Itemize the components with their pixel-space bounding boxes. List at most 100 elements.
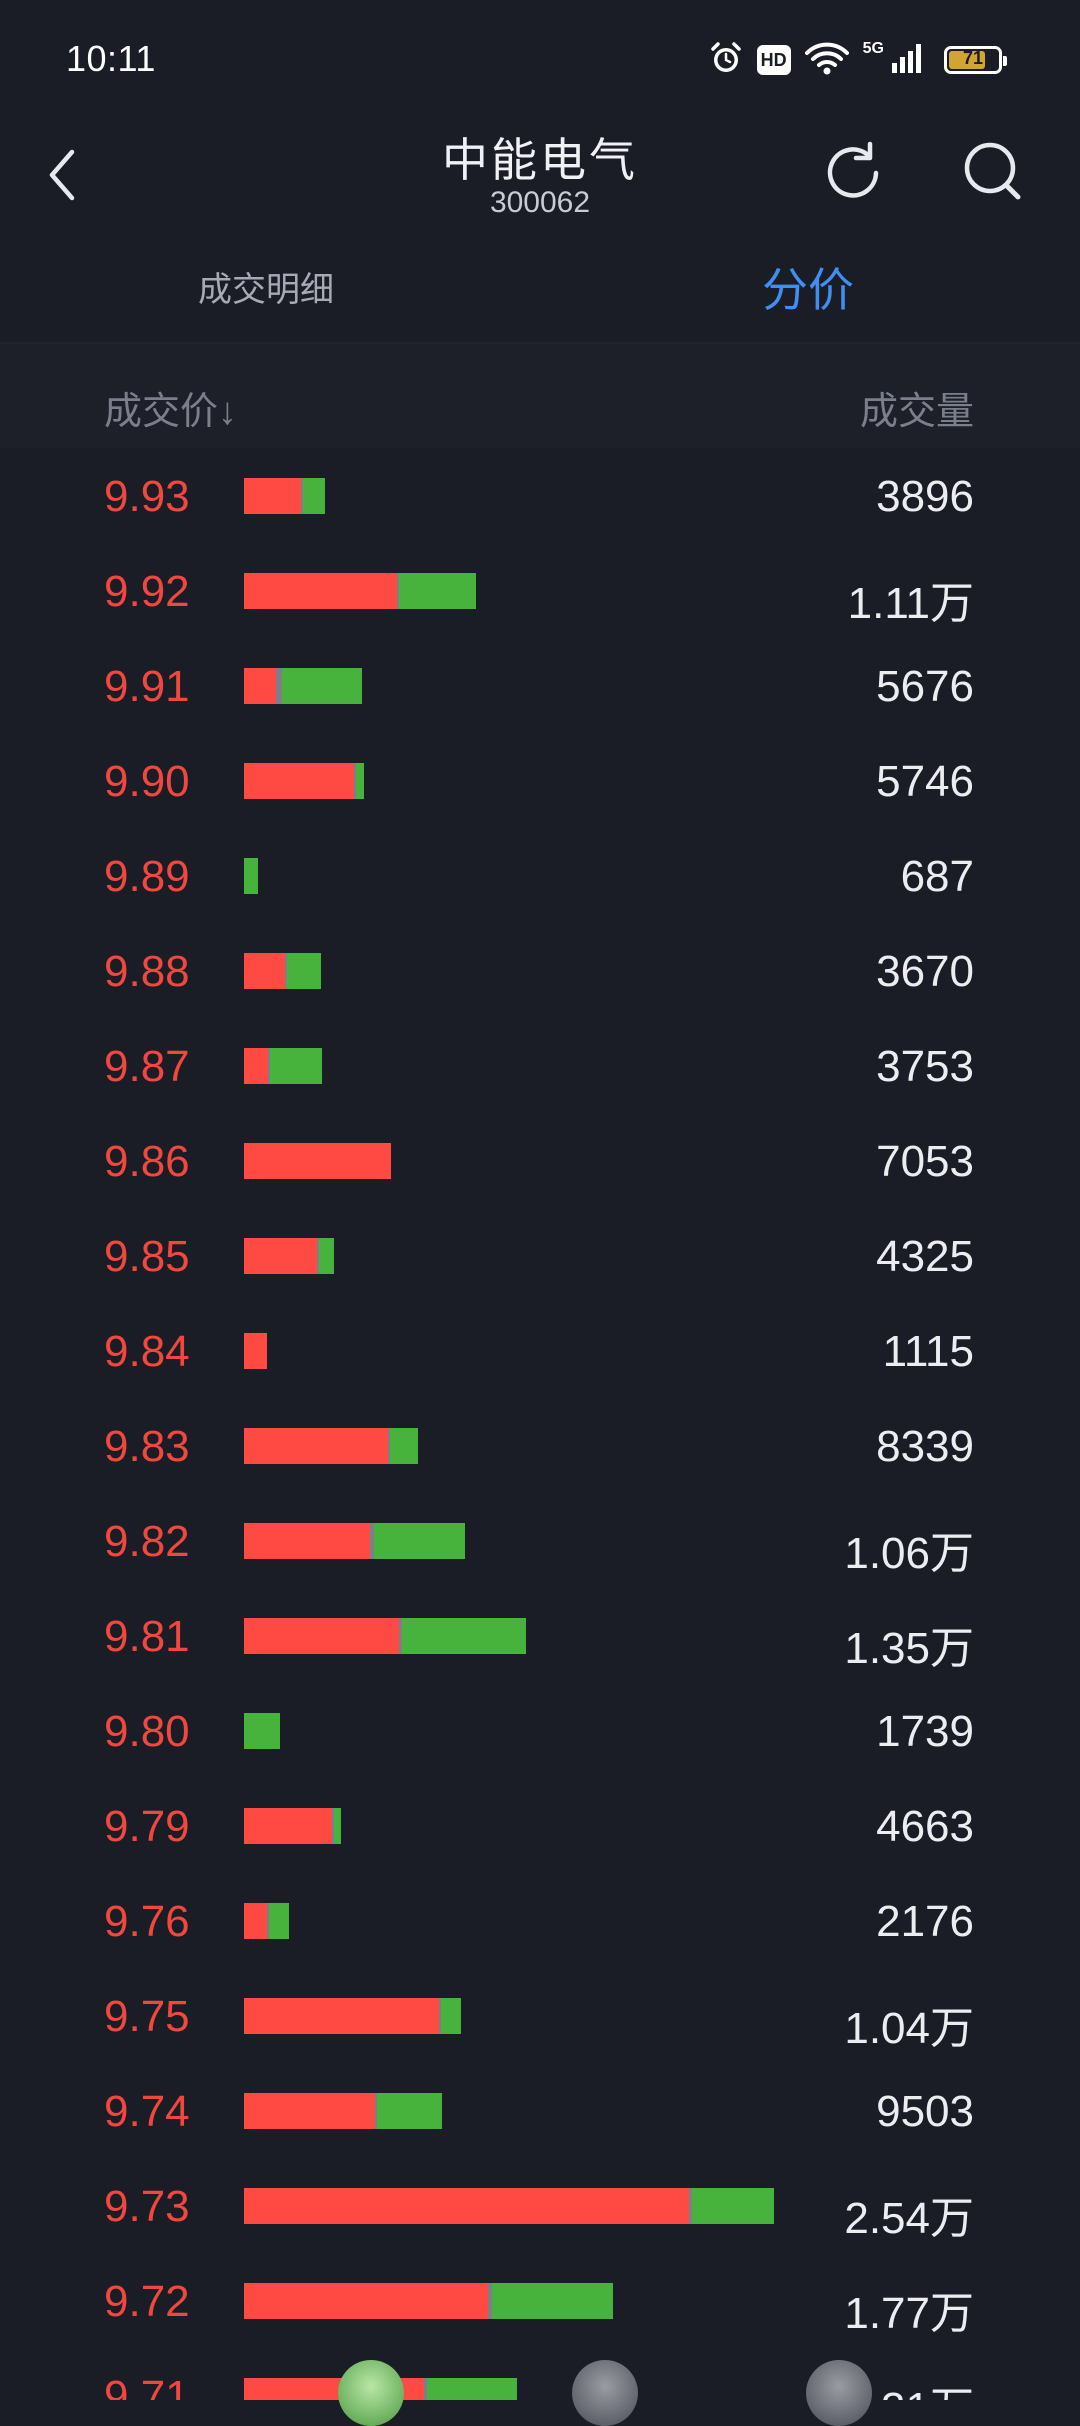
neutral-volume-segment	[301, 478, 303, 514]
neutral-volume-segment	[439, 1998, 441, 2034]
volume-bar	[244, 1998, 461, 2034]
sell-volume-segment	[303, 478, 325, 514]
refresh-button[interactable]	[818, 138, 888, 208]
status-bar: 10:11 HD 5G	[0, 0, 1080, 120]
refresh-icon	[827, 141, 879, 198]
volume-bar	[244, 1143, 391, 1179]
price-row[interactable]: 9.83 8339	[0, 1398, 1080, 1493]
price-row[interactable]: 9.87 3753	[0, 1018, 1080, 1113]
neutral-volume-segment	[267, 1903, 269, 1939]
row-volume: 1.04万	[844, 2004, 974, 2053]
price-row[interactable]: 9.92 1.11万	[0, 543, 1080, 638]
column-price-sort[interactable]: 成交价↓	[104, 391, 238, 433]
neutral-volume-segment	[388, 1428, 390, 1464]
sell-volume-segment	[692, 2188, 774, 2224]
volume-bar	[244, 573, 476, 609]
price-row[interactable]: 9.81 1.35万	[0, 1588, 1080, 1683]
row-volume: 687	[900, 852, 974, 901]
neutral-volume-segment	[424, 2378, 427, 2400]
row-price: 9.92	[104, 567, 190, 616]
sell-volume-segment	[356, 763, 364, 799]
buy-volume-segment	[244, 1333, 267, 1369]
row-volume: 1739	[876, 1707, 974, 1756]
wifi-icon	[804, 41, 849, 80]
network-label: 5G	[862, 40, 884, 57]
row-volume: 5746	[876, 757, 974, 806]
price-row[interactable]: 9.79 4663	[0, 1778, 1080, 1873]
buy-volume-segment	[244, 1618, 399, 1654]
row-price: 9.75	[104, 1992, 190, 2041]
sell-volume-segment	[374, 1523, 465, 1559]
chevron-left-icon	[49, 149, 75, 201]
price-row[interactable]: 9.89 687	[0, 828, 1080, 923]
sell-volume-segment	[282, 668, 362, 704]
price-row[interactable]: 9.74 9503	[0, 2063, 1080, 2158]
floating-dot-green[interactable]	[338, 2360, 404, 2426]
buy-volume-segment	[244, 478, 301, 514]
column-header: 成交价↓ 成交量	[0, 342, 1080, 448]
volume-bar	[244, 763, 364, 799]
row-volume: 4325	[876, 1232, 974, 1281]
row-price: 9.87	[104, 1042, 190, 1091]
search-icon	[964, 142, 1021, 200]
price-row[interactable]: 9.73 2.54万	[0, 2158, 1080, 2253]
price-row[interactable]: 9.76 2176	[0, 1873, 1080, 1968]
volume-bar	[244, 2093, 442, 2129]
column-volume: 成交量	[859, 391, 974, 433]
row-price: 9.83	[104, 1422, 190, 1471]
buy-volume-segment	[244, 2188, 689, 2224]
status-icons: HD 5G 71	[709, 38, 1007, 82]
price-row[interactable]: 9.85 4325	[0, 1208, 1080, 1303]
battery-icon: 71	[944, 46, 1007, 74]
buy-volume-segment	[244, 1143, 391, 1179]
price-row[interactable]: 9.72 1.77万	[0, 2253, 1080, 2348]
price-row[interactable]: 9.93 3896	[0, 448, 1080, 543]
tab-price-distribution[interactable]: 分价	[762, 264, 854, 316]
price-row[interactable]: 9.82 1.06万	[0, 1493, 1080, 1588]
sell-volume-segment	[402, 1618, 526, 1654]
volume-bar	[244, 1903, 289, 1939]
row-price: 9.73	[104, 2182, 190, 2231]
row-price: 9.82	[104, 1517, 190, 1566]
floating-dot-gray[interactable]	[572, 2360, 638, 2426]
row-price: 9.74	[104, 2087, 190, 2136]
battery-level: 71	[962, 48, 984, 68]
volume-bar	[244, 953, 321, 989]
neutral-volume-segment	[317, 1238, 319, 1274]
neutral-volume-segment	[399, 1618, 402, 1654]
bottom-floating-controls	[0, 2360, 1080, 2426]
neutral-volume-segment	[375, 2093, 377, 2129]
row-volume: 2176	[876, 1897, 974, 1946]
price-row[interactable]: 9.91 5676	[0, 638, 1080, 733]
stock-name: 中能电气	[442, 134, 638, 186]
buy-volume-segment	[244, 953, 285, 989]
sell-volume-segment	[377, 2093, 442, 2129]
price-row[interactable]: 9.88 3670	[0, 923, 1080, 1018]
row-volume: 1.31万	[844, 2372, 974, 2400]
volume-bar	[244, 668, 362, 704]
row-price: 9.71	[104, 2372, 190, 2400]
status-time: 10:11	[66, 38, 156, 79]
price-volume-list: 9.93 3896 9.92 1.11万 9.91 5676 9.90 5746 9.89 687…	[0, 448, 1080, 2400]
price-row[interactable]: 9.86 7053	[0, 1113, 1080, 1208]
volume-bar	[244, 1333, 267, 1369]
row-price: 9.85	[104, 1232, 190, 1281]
neutral-volume-segment	[689, 2188, 692, 2224]
price-row[interactable]: 9.90 5746	[0, 733, 1080, 828]
back-button[interactable]	[40, 140, 90, 210]
row-price: 9.89	[104, 852, 190, 901]
tab-trade-detail[interactable]: 成交明细	[198, 271, 334, 309]
sell-volume-segment	[492, 2283, 613, 2319]
search-button[interactable]	[958, 136, 1030, 208]
price-row[interactable]: 9.75 1.04万	[0, 1968, 1080, 2063]
sell-volume-segment	[319, 1238, 334, 1274]
price-row[interactable]: 9.84 1115	[0, 1303, 1080, 1398]
sell-volume-segment	[269, 1903, 289, 1939]
floating-dot-gray[interactable]	[806, 2360, 872, 2426]
sell-volume-segment	[441, 1998, 461, 2034]
sell-volume-segment	[399, 573, 476, 609]
row-price: 9.93	[104, 472, 190, 521]
volume-bar	[244, 2283, 613, 2319]
buy-volume-segment	[244, 2093, 375, 2129]
price-row[interactable]: 9.80 1739	[0, 1683, 1080, 1778]
